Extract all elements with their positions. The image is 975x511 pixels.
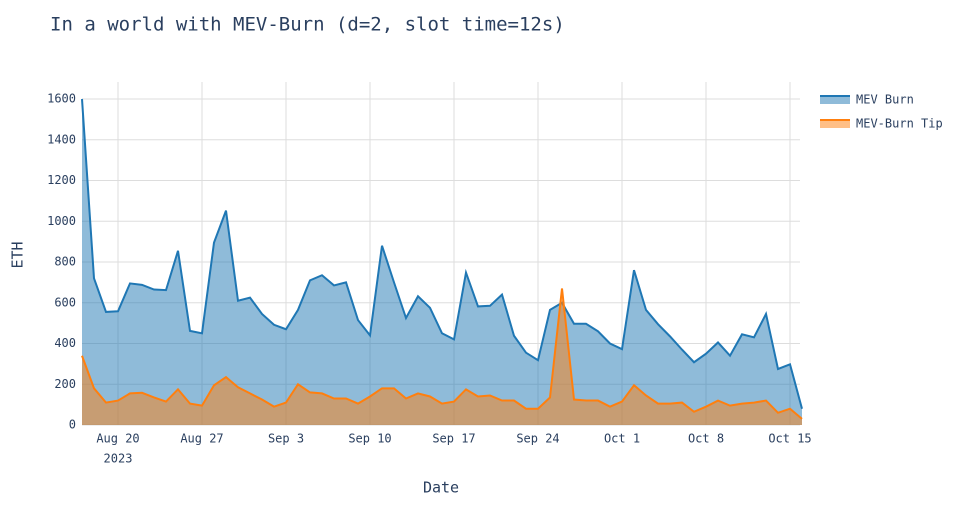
y-tick-label: 1600 [47, 92, 76, 106]
chart-title: In a world with MEV-Burn (d=2, slot time… [50, 14, 565, 36]
area-fill [82, 99, 802, 425]
y-tick-label: 400 [54, 336, 76, 350]
area-fill [82, 288, 802, 425]
y-tick-label: 1200 [47, 173, 76, 187]
y-tick-label: 600 [54, 295, 76, 309]
x-tick-label: Sep 10 [348, 432, 391, 446]
x-tick-label: Sep 17 [432, 432, 475, 446]
x-tick-label: Sep 24 [516, 432, 559, 446]
area-line [81, 288, 803, 420]
x-tick-label: Aug 27 [180, 432, 223, 446]
legend-swatch [820, 96, 850, 104]
y-axis-title: ETH [9, 241, 27, 268]
x-year-label: 2023 [104, 452, 133, 466]
y-tick-label: 800 [54, 255, 76, 269]
y-tick-label: 1000 [47, 214, 76, 228]
x-tick-label: Sep 3 [268, 432, 304, 446]
area-line [81, 98, 803, 409]
legend-swatch [820, 120, 850, 128]
y-tick-label: 1400 [47, 132, 76, 146]
x-tick-label: Oct 1 [604, 432, 640, 446]
x-tick-label: Oct 8 [688, 432, 724, 446]
x-axis-title: Date [423, 479, 459, 497]
x-tick-label: Oct 15 [768, 432, 811, 446]
legend-label: MEV-Burn Tip [856, 117, 943, 131]
y-tick-label: 0 [69, 418, 76, 432]
legend-label: MEV Burn [856, 93, 914, 107]
x-tick-label: Aug 20 [96, 432, 139, 446]
y-tick-label: 200 [54, 377, 76, 391]
